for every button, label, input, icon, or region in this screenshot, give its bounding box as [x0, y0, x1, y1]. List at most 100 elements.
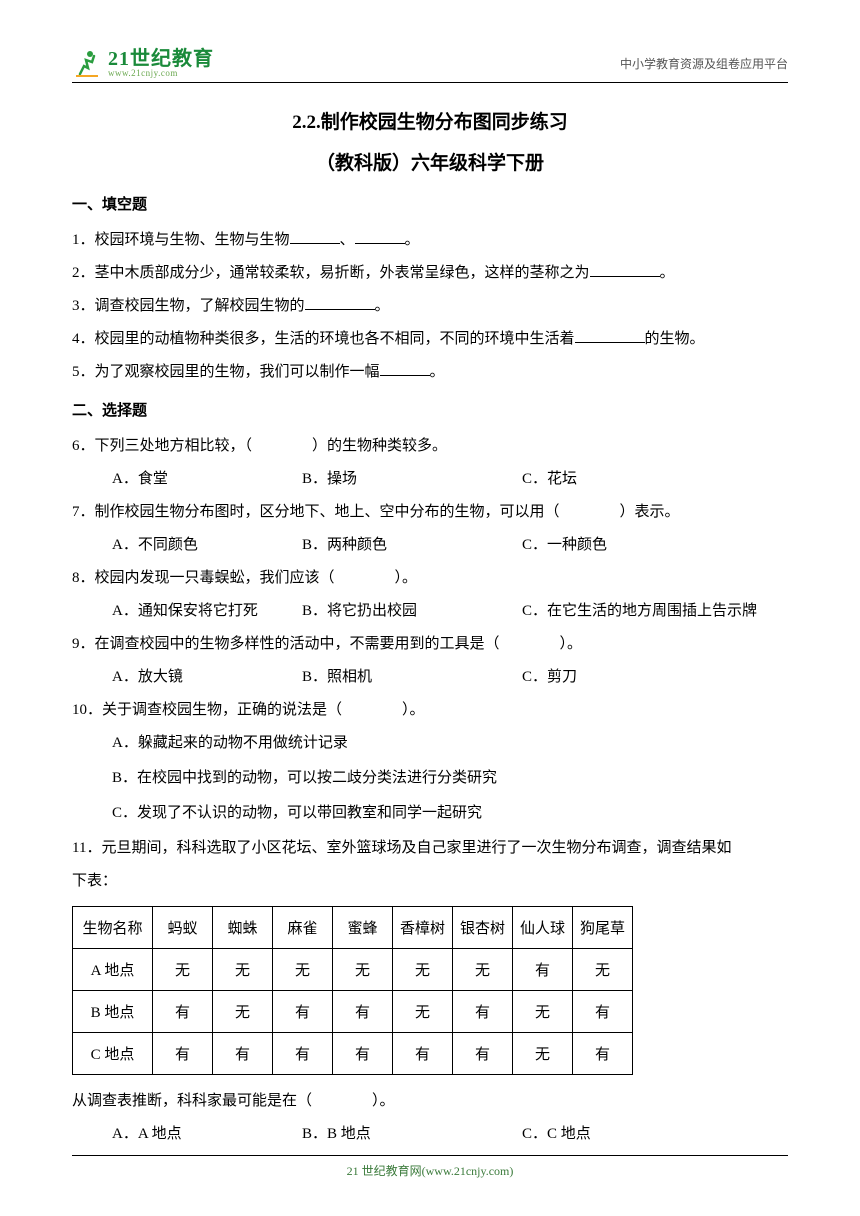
q3-end: 。: [375, 298, 390, 314]
table-cell: 有: [333, 991, 393, 1033]
question-11-p1: 11．元旦期间，科科选取了小区花坛、室外篮球场及自己家里进行了一次生物分布调查，…: [72, 832, 788, 865]
option-c: C．发现了不认识的动物，可以带回教室和同学一起研究: [112, 797, 788, 830]
question-8-options: A．通知保安将它打死 B．将它扔出校园 C．在它生活的地方周围插上告示牌: [72, 595, 788, 628]
table-cell: 无: [453, 949, 513, 991]
table-cell: 有: [453, 991, 513, 1033]
logo-sub-text: www.21cnjy.com: [108, 69, 214, 78]
question-10: 10．关于调查校园生物，正确的说法是（ ）。: [72, 694, 788, 727]
table-cell: C 地点: [73, 1033, 153, 1075]
table-row: C 地点有有有有有有无有: [73, 1033, 633, 1075]
question-3: 3．调查校园生物，了解校园生物的 。: [72, 290, 788, 323]
blank: [590, 262, 660, 277]
table-row: A 地点无无无无无无有无: [73, 949, 633, 991]
table-cell: 有: [153, 1033, 213, 1075]
question-6: 6．下列三处地方相比较，（ ）的生物种类较多。: [72, 430, 788, 463]
question-4: 4．校园里的动植物种类很多，生活的环境也各不相同，不同的环境中生活着的生物。: [72, 323, 788, 356]
table-cell: 无: [393, 991, 453, 1033]
question-11-after: 从调查表推断，科科家最可能是在（ ）。: [72, 1085, 788, 1118]
q1-sep: 、: [340, 232, 355, 248]
table-cell: 无: [153, 949, 213, 991]
table-cell: 有: [153, 991, 213, 1033]
survey-table: 生物名称蚂蚁蜘蛛麻雀蜜蜂香樟树银杏树仙人球狗尾草 A 地点无无无无无无有无B 地…: [72, 906, 633, 1075]
question-9-options: A．放大镜 B．照相机 C．剪刀: [72, 661, 788, 694]
table-cell: 无: [513, 1033, 573, 1075]
title-sub: （教科版）六年级科学下册: [72, 148, 788, 175]
question-8: 8．校园内发现一只毒蜈蚣，我们应该（ ）。: [72, 562, 788, 595]
header-right-text: 中小学教育资源及组卷应用平台: [620, 55, 788, 72]
option-a: A．通知保安将它打死: [112, 595, 292, 628]
section-1-heading: 一、填空题: [72, 193, 788, 214]
option-b: B．B 地点: [302, 1118, 512, 1151]
q5-end: 。: [430, 364, 445, 380]
question-7-options: A．不同颜色 B．两种颜色 C．一种颜色: [72, 529, 788, 562]
page-header: 21世纪教育 www.21cnjy.com 中小学教育资源及组卷应用平台: [72, 48, 788, 83]
q3-text: 3．调查校园生物，了解校园生物的: [72, 298, 305, 314]
q2-text: 2．茎中木质部成分少，通常较柔软，易折断，外表常呈绿色，这样的茎称之为: [72, 265, 590, 281]
blank: [380, 361, 430, 376]
runner-icon: [72, 48, 102, 78]
option-a: A．放大镜: [112, 661, 292, 694]
table-header-cell: 蜘蛛: [213, 907, 273, 949]
question-6-options: A．食堂 B．操场 C．花坛: [72, 463, 788, 496]
option-b: B．操场: [302, 463, 512, 496]
option-a: A．不同颜色: [112, 529, 292, 562]
blank: [305, 295, 375, 310]
option-b: B．两种颜色: [302, 529, 512, 562]
logo-text-block: 21世纪教育 www.21cnjy.com: [108, 49, 214, 78]
blank: [575, 328, 645, 343]
option-b: B．将它扔出校园: [302, 595, 512, 628]
table-header-cell: 香樟树: [393, 907, 453, 949]
table-cell: 无: [573, 949, 633, 991]
table-cell: 有: [213, 1033, 273, 1075]
option-c: C．花坛: [522, 463, 788, 496]
option-a: A．A 地点: [112, 1118, 292, 1151]
table-header-cell: 银杏树: [453, 907, 513, 949]
q1-text: 1．校园环境与生物、生物与生物: [72, 232, 290, 248]
page-container: 21世纪教育 www.21cnjy.com 中小学教育资源及组卷应用平台 2.2…: [0, 0, 860, 1191]
blank: [290, 229, 340, 244]
table-cell: 有: [273, 991, 333, 1033]
table-header-cell: 仙人球: [513, 907, 573, 949]
question-2: 2．茎中木质部成分少，通常较柔软，易折断，外表常呈绿色，这样的茎称之为 。: [72, 257, 788, 290]
q4-text: 4．校园里的动植物种类很多，生活的环境也各不相同，不同的环境中生活着: [72, 331, 575, 347]
option-b: B．在校园中找到的动物，可以按二歧分类法进行分类研究: [112, 762, 788, 795]
table-cell: 无: [213, 991, 273, 1033]
table-row: B 地点有无有有无有无有: [73, 991, 633, 1033]
question-11-p2: 下表：: [72, 865, 788, 898]
logo: 21世纪教育 www.21cnjy.com: [72, 48, 214, 78]
table-cell: 有: [333, 1033, 393, 1075]
table-cell: A 地点: [73, 949, 153, 991]
table-cell: 有: [573, 1033, 633, 1075]
table-cell: 有: [453, 1033, 513, 1075]
table-body: A 地点无无无无无无有无B 地点有无有有无有无有C 地点有有有有有有无有: [73, 949, 633, 1075]
option-c: C．剪刀: [522, 661, 788, 694]
logo-main-text: 21世纪教育: [108, 49, 214, 69]
q1-end: 。: [405, 232, 420, 248]
table-header-row: 生物名称蚂蚁蜘蛛麻雀蜜蜂香樟树银杏树仙人球狗尾草: [73, 907, 633, 949]
title-main: 2.2.制作校园生物分布图同步练习: [72, 107, 788, 134]
question-11-options: A．A 地点 B．B 地点 C．C 地点: [72, 1118, 788, 1151]
title-block: 2.2.制作校园生物分布图同步练习 （教科版）六年级科学下册: [72, 107, 788, 175]
question-9: 9．在调查校园中的生物多样性的活动中，不需要用到的工具是（ ）。: [72, 628, 788, 661]
question-5: 5．为了观察校园里的生物，我们可以制作一幅。: [72, 356, 788, 389]
question-7: 7．制作校园生物分布图时，区分地下、地上、空中分布的生物，可以用（ ）表示。: [72, 496, 788, 529]
option-a: A．躲藏起来的动物不用做统计记录: [112, 727, 788, 760]
table-cell: 有: [513, 949, 573, 991]
option-b: B．照相机: [302, 661, 512, 694]
table-header-cell: 蚂蚁: [153, 907, 213, 949]
question-10-options: A．躲藏起来的动物不用做统计记录 B．在校园中找到的动物，可以按二歧分类法进行分…: [72, 727, 788, 830]
table-cell: 无: [273, 949, 333, 991]
q2-end: 。: [660, 265, 675, 281]
table-header-cell: 狗尾草: [573, 907, 633, 949]
table-cell: 有: [573, 991, 633, 1033]
option-c: C．在它生活的地方周围插上告示牌: [522, 595, 788, 628]
option-c: C．C 地点: [522, 1118, 788, 1151]
question-1: 1．校园环境与生物、生物与生物 、 。: [72, 224, 788, 257]
table-header-cell: 蜜蜂: [333, 907, 393, 949]
option-a: A．食堂: [112, 463, 292, 496]
option-c: C．一种颜色: [522, 529, 788, 562]
table-cell: 有: [393, 1033, 453, 1075]
table-cell: 无: [333, 949, 393, 991]
table-cell: 无: [513, 991, 573, 1033]
section-2-heading: 二、选择题: [72, 399, 788, 420]
